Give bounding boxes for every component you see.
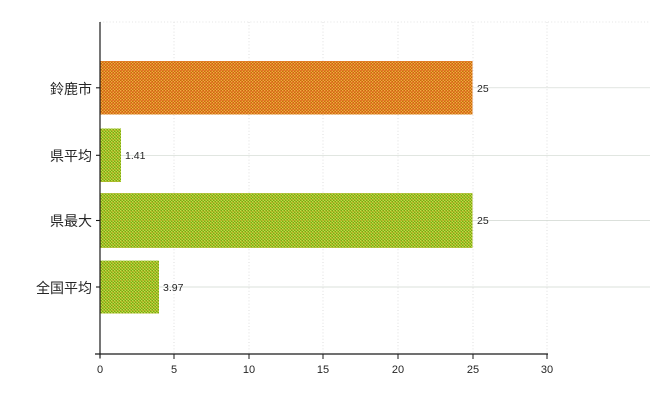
svg-text:5: 5 [171,364,177,376]
svg-text:県最大: 県最大 [50,213,92,229]
svg-text:鈴鹿市: 鈴鹿市 [50,81,92,97]
svg-text:3.97: 3.97 [163,282,184,294]
svg-text:県平均: 県平均 [50,148,92,164]
svg-text:20: 20 [392,364,404,376]
svg-text:1.41: 1.41 [125,150,146,162]
svg-text:0: 0 [97,364,103,376]
svg-text:25: 25 [477,83,489,95]
svg-text:25: 25 [467,364,479,376]
svg-text:25: 25 [477,215,489,227]
svg-text:10: 10 [243,364,255,376]
svg-text:全国平均: 全国平均 [36,280,92,296]
svg-text:30: 30 [541,364,553,376]
svg-text:15: 15 [317,364,329,376]
